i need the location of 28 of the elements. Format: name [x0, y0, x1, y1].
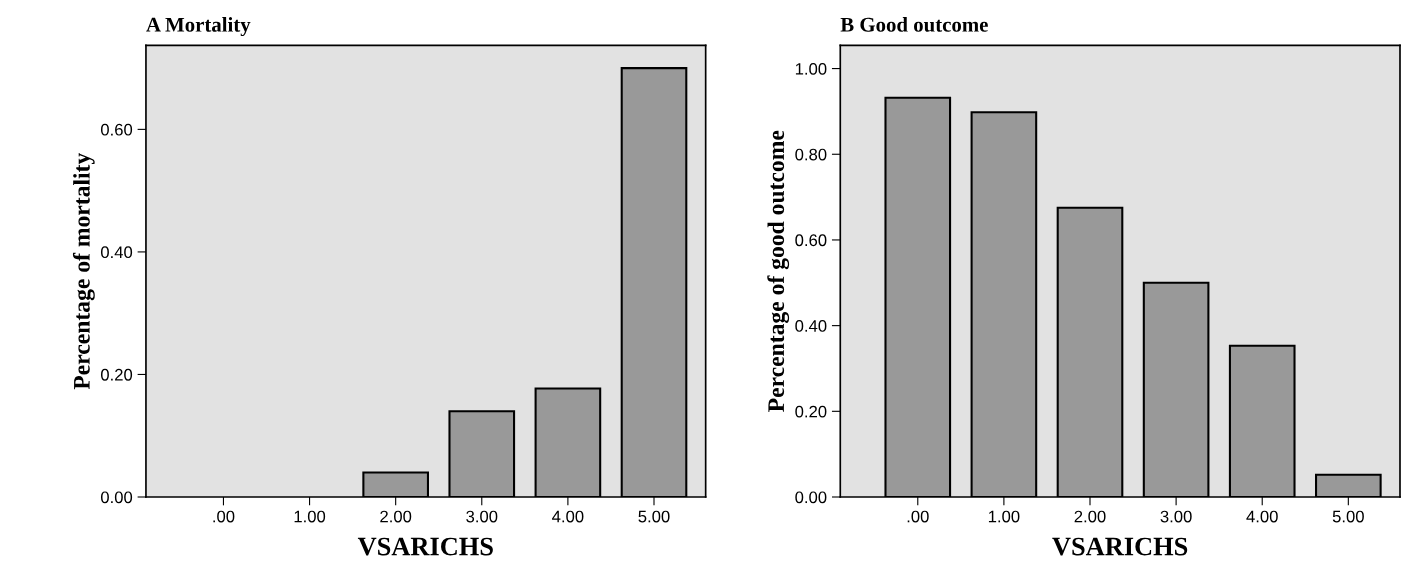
x-tick-label: 5.00 [1332, 510, 1364, 523]
y-tick-label: 0.80 [795, 148, 827, 161]
y-tick-label: 0.00 [100, 491, 133, 504]
x-tick-label: .00 [907, 510, 929, 523]
x-tick-label: 3.00 [466, 510, 498, 523]
x-tick-label: .00 [213, 510, 235, 523]
x-tick-label: 1.00 [294, 510, 326, 523]
y-tick-label: 0.20 [100, 368, 133, 381]
x-tick-label: 4.00 [552, 510, 584, 523]
x-tick-label: 4.00 [1246, 510, 1278, 523]
y-tick-label: 0.00 [795, 491, 827, 504]
chart-title: B Good outcome [840, 17, 988, 32]
y-axis-title: Percentage of good outcome [767, 130, 790, 412]
y-tick-label: 0.20 [795, 405, 827, 418]
y-tick-label: 0.60 [795, 234, 827, 247]
x-tick-label: 2.00 [1074, 510, 1106, 523]
x-tick-label: 1.00 [988, 510, 1020, 523]
x-tick-label: 3.00 [1160, 510, 1192, 523]
x-axis-title: VSARICHS [357, 537, 493, 556]
x-tick-label: 2.00 [380, 510, 412, 523]
y-tick-label: 0.40 [795, 320, 827, 332]
x-tick-label: 5.00 [638, 510, 670, 523]
y-axis-title: Percentage of mortality [72, 153, 95, 390]
y-tick-label: 1.00 [795, 62, 827, 75]
y-tick-label: 0.60 [100, 123, 133, 136]
chart-title: A Mortality [146, 17, 251, 37]
x-axis-title: VSARICHS [1052, 537, 1188, 556]
y-tick-label: 0.40 [100, 246, 133, 259]
